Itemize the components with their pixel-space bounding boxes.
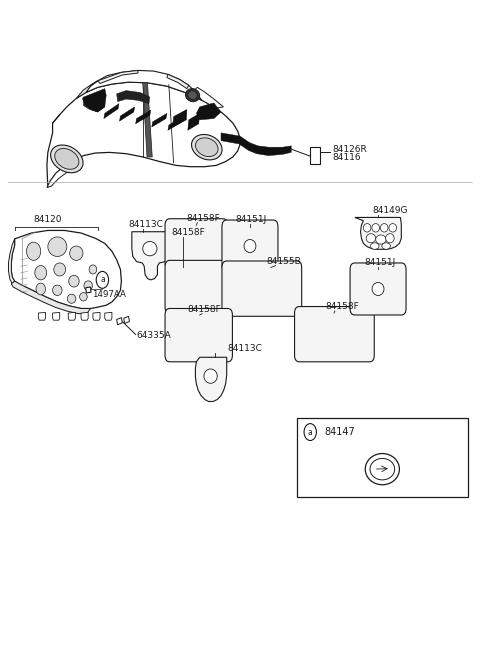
Polygon shape <box>221 133 291 155</box>
Polygon shape <box>117 91 150 104</box>
Ellipse shape <box>35 266 47 280</box>
FancyBboxPatch shape <box>222 220 278 272</box>
Text: a: a <box>308 428 312 437</box>
Polygon shape <box>143 83 152 157</box>
Polygon shape <box>47 160 73 188</box>
Text: 84113C: 84113C <box>228 344 263 353</box>
Text: 84120: 84120 <box>34 215 62 224</box>
Polygon shape <box>47 82 240 188</box>
Polygon shape <box>136 110 151 124</box>
Text: 64335A: 64335A <box>137 331 171 340</box>
Polygon shape <box>86 70 202 100</box>
Text: 84158F: 84158F <box>325 302 359 311</box>
Ellipse shape <box>53 285 62 295</box>
Ellipse shape <box>67 294 76 303</box>
Polygon shape <box>152 113 167 127</box>
Text: 84147: 84147 <box>324 427 355 437</box>
Polygon shape <box>168 117 182 131</box>
Text: 84155B: 84155B <box>266 256 301 266</box>
FancyBboxPatch shape <box>297 418 468 497</box>
Text: 84113C: 84113C <box>129 220 163 229</box>
Polygon shape <box>194 87 223 108</box>
Polygon shape <box>81 312 88 320</box>
Ellipse shape <box>363 224 371 232</box>
Polygon shape <box>196 103 221 120</box>
Ellipse shape <box>185 89 200 102</box>
Ellipse shape <box>26 242 41 260</box>
Ellipse shape <box>389 224 396 232</box>
Text: 84158F: 84158F <box>171 228 205 237</box>
Ellipse shape <box>370 459 395 480</box>
Polygon shape <box>195 358 227 401</box>
Polygon shape <box>84 95 105 112</box>
Polygon shape <box>97 70 138 83</box>
FancyBboxPatch shape <box>222 261 301 316</box>
Ellipse shape <box>89 265 96 274</box>
Ellipse shape <box>376 235 386 244</box>
Ellipse shape <box>385 234 394 243</box>
Ellipse shape <box>69 276 79 287</box>
Text: 84151J: 84151J <box>235 215 266 224</box>
Ellipse shape <box>143 241 157 256</box>
FancyBboxPatch shape <box>165 218 228 270</box>
Polygon shape <box>12 230 121 308</box>
Text: 84158F: 84158F <box>187 214 221 222</box>
FancyBboxPatch shape <box>165 260 230 314</box>
Text: 1497AA: 1497AA <box>92 290 126 299</box>
Ellipse shape <box>192 134 222 160</box>
Ellipse shape <box>365 453 399 485</box>
Ellipse shape <box>36 283 46 295</box>
Text: 84126R: 84126R <box>333 145 367 154</box>
Polygon shape <box>120 107 135 121</box>
Ellipse shape <box>381 224 388 232</box>
Ellipse shape <box>204 369 217 383</box>
Ellipse shape <box>84 281 93 291</box>
Polygon shape <box>105 312 112 320</box>
Ellipse shape <box>54 263 66 276</box>
FancyBboxPatch shape <box>165 308 232 362</box>
Polygon shape <box>93 312 100 320</box>
Polygon shape <box>188 113 200 131</box>
Polygon shape <box>310 147 320 164</box>
Ellipse shape <box>382 243 390 249</box>
Polygon shape <box>167 74 189 89</box>
Text: 84116: 84116 <box>333 153 361 162</box>
Text: 84158F: 84158F <box>188 304 222 314</box>
Ellipse shape <box>366 234 376 243</box>
Ellipse shape <box>372 283 384 295</box>
Circle shape <box>96 272 108 289</box>
FancyBboxPatch shape <box>350 263 406 315</box>
Ellipse shape <box>372 224 380 232</box>
Polygon shape <box>12 281 91 314</box>
Polygon shape <box>355 217 401 249</box>
Polygon shape <box>104 104 119 119</box>
Polygon shape <box>86 287 91 293</box>
Polygon shape <box>117 318 122 325</box>
Ellipse shape <box>48 237 67 256</box>
Polygon shape <box>9 239 14 284</box>
Circle shape <box>304 424 316 441</box>
Ellipse shape <box>188 91 197 100</box>
Polygon shape <box>173 110 187 127</box>
Ellipse shape <box>371 243 379 249</box>
Ellipse shape <box>195 138 218 157</box>
FancyBboxPatch shape <box>295 306 374 362</box>
Polygon shape <box>53 312 60 320</box>
Polygon shape <box>38 312 46 320</box>
Ellipse shape <box>55 148 79 169</box>
Polygon shape <box>132 232 169 280</box>
Polygon shape <box>68 312 75 320</box>
Text: 84149G: 84149G <box>373 206 408 215</box>
Text: 84151J: 84151J <box>364 258 396 267</box>
Polygon shape <box>76 81 97 98</box>
Ellipse shape <box>50 145 83 173</box>
Text: a: a <box>100 276 105 284</box>
Polygon shape <box>124 316 130 323</box>
Ellipse shape <box>70 246 83 260</box>
Polygon shape <box>83 89 106 112</box>
Ellipse shape <box>80 293 87 301</box>
Ellipse shape <box>244 239 256 253</box>
